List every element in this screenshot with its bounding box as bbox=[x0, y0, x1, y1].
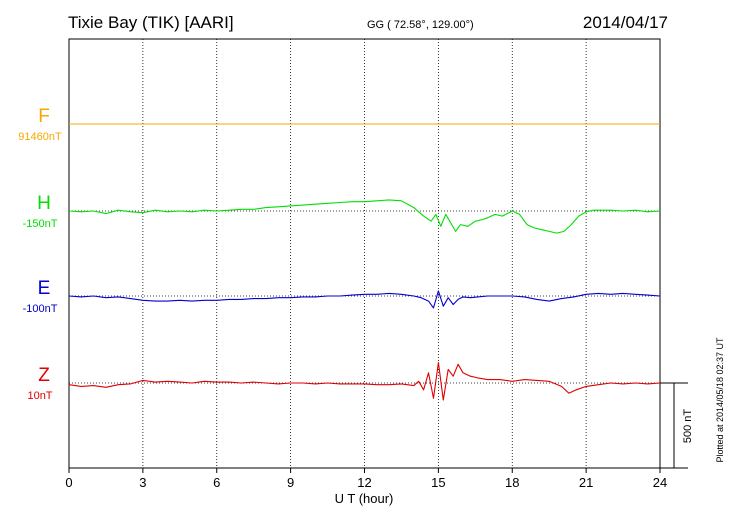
x-tick-label-6: 6 bbox=[213, 475, 220, 490]
x-tick-label-3: 3 bbox=[139, 475, 146, 490]
x-tick-label-15: 15 bbox=[431, 475, 445, 490]
channel-name-Z: Z bbox=[38, 365, 50, 386]
x-tick-label-21: 21 bbox=[579, 475, 593, 490]
plotted-note: Plotted at 2014/05/18 02:37 UT bbox=[715, 337, 725, 463]
channel-name-E: E bbox=[38, 278, 51, 299]
x-tick-label-18: 18 bbox=[505, 475, 519, 490]
x-axis-ticks: 0 3 6 9 12 15 18 21 24 bbox=[65, 468, 667, 490]
chart-title: Tixie Bay (TIK) [AARI] bbox=[68, 13, 234, 32]
scale-bar-label: 500 nT bbox=[682, 409, 694, 444]
channel-name-F: F bbox=[38, 106, 50, 127]
channel-labels: F 91460nT H -150nT E -100nT Z 10nT bbox=[18, 106, 62, 402]
x-tick-label-24: 24 bbox=[653, 475, 667, 490]
series-line-E bbox=[68, 290, 661, 309]
x-tick-label-9: 9 bbox=[287, 475, 294, 490]
scale-bar: 500 nT bbox=[660, 382, 694, 469]
channel-base-F: 91460nT bbox=[18, 131, 62, 143]
series-lines bbox=[68, 123, 661, 401]
coords-label: GG ( 72.58°, 129.00°) bbox=[367, 19, 474, 31]
x-tick-label-12: 12 bbox=[357, 475, 371, 490]
x-axis-label: U T (hour) bbox=[335, 491, 394, 506]
plot-frame bbox=[68, 38, 661, 469]
channel-base-E: -100nT bbox=[23, 303, 58, 315]
x-tick-label-0: 0 bbox=[65, 475, 72, 490]
date-label: 2014/04/17 bbox=[583, 13, 668, 32]
channel-name-H: H bbox=[37, 193, 51, 214]
channel-base-Z: 10nT bbox=[27, 390, 52, 402]
grid-lines bbox=[142, 39, 587, 468]
series-line-Z bbox=[68, 362, 661, 401]
series-line-H bbox=[68, 199, 661, 234]
channel-base-H: -150nT bbox=[23, 218, 58, 230]
